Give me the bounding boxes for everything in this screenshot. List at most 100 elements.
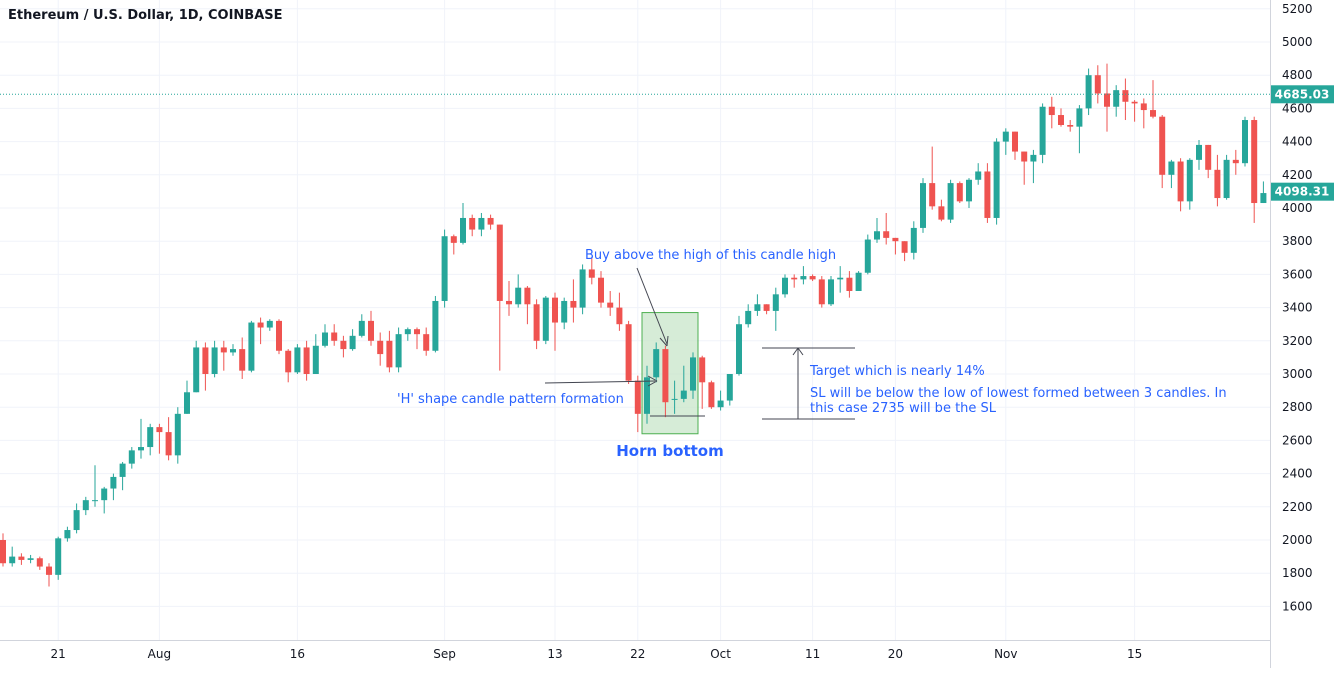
candle-body <box>588 269 595 278</box>
candle-body <box>736 324 742 374</box>
price-label-top-bg <box>1271 85 1334 104</box>
date-tick-label: 16 <box>290 647 305 661</box>
candle <box>46 563 52 587</box>
candle <box>570 279 577 323</box>
candle <box>1085 68 1092 116</box>
candle <box>846 271 853 298</box>
candle-body <box>487 217 494 225</box>
candle-body <box>644 377 650 414</box>
candle-body <box>708 382 715 408</box>
candle-body <box>1085 75 1092 109</box>
candle-body <box>294 347 301 373</box>
candle <box>800 266 807 285</box>
candle <box>184 380 190 414</box>
candle-body <box>239 349 246 371</box>
candle-body <box>1260 193 1267 204</box>
candle <box>782 274 788 298</box>
candle <box>910 221 917 260</box>
candle <box>653 342 660 383</box>
candle-body <box>1039 106 1046 155</box>
candle-body <box>276 320 282 351</box>
candle-body <box>662 349 669 403</box>
annotation-h-shape: 'H' shape candle pattern formation <box>397 392 624 407</box>
candle-body <box>1067 125 1074 127</box>
candle <box>441 229 448 308</box>
price-tick-label: 4400 <box>1282 135 1313 149</box>
candle <box>386 330 393 373</box>
candle <box>892 237 899 255</box>
candle <box>119 461 126 491</box>
candle <box>837 266 844 293</box>
candle <box>1150 80 1156 119</box>
candle <box>496 224 503 371</box>
candle <box>644 365 650 424</box>
candle-body <box>745 310 752 325</box>
candle-body <box>542 297 549 341</box>
candle-body <box>82 500 89 511</box>
candle <box>726 374 733 406</box>
candle-body <box>174 413 181 456</box>
candle-body <box>36 558 43 567</box>
candle-body <box>552 297 558 323</box>
date-tick-label: Aug <box>148 647 171 661</box>
candle-body <box>349 335 356 350</box>
candle-body <box>414 329 420 335</box>
candle <box>358 314 365 338</box>
candle-body <box>901 241 908 253</box>
candle-body <box>18 556 25 560</box>
candle <box>9 546 16 567</box>
candle-body <box>1186 159 1193 202</box>
candle <box>55 536 62 580</box>
candle-body <box>920 183 926 228</box>
candle-body <box>1030 154 1037 162</box>
price-tick-label: 4000 <box>1282 201 1313 215</box>
candle <box>1012 131 1018 160</box>
target-arrow-head <box>792 347 804 356</box>
candle <box>901 241 908 262</box>
date-tick-label: Oct <box>710 647 731 661</box>
candle <box>754 294 761 316</box>
candle-body <box>1150 110 1156 117</box>
candle <box>257 317 264 345</box>
candle <box>1048 96 1055 129</box>
date-tick-label: Nov <box>994 647 1017 661</box>
candle <box>772 287 779 331</box>
candle <box>1122 78 1129 121</box>
price-tick-label: 4600 <box>1282 101 1313 115</box>
candle <box>579 264 586 315</box>
date-tick-label: 20 <box>888 647 903 661</box>
candle-body <box>156 427 163 433</box>
candle <box>625 320 632 384</box>
candle <box>414 327 420 350</box>
candle-body <box>818 279 825 305</box>
candle <box>1076 105 1083 154</box>
candle-body <box>607 302 614 308</box>
candle <box>1168 159 1175 189</box>
candle-body <box>993 141 1000 218</box>
candle-body <box>257 322 264 328</box>
candle-body <box>119 463 126 477</box>
candle <box>156 423 163 454</box>
candle-body <box>358 320 365 336</box>
candle-body <box>110 476 117 489</box>
price-tick-label: 3600 <box>1282 267 1313 281</box>
candle <box>745 304 752 328</box>
candle-body <box>1058 115 1064 125</box>
candle-body <box>266 320 273 328</box>
candle-body <box>975 171 982 180</box>
price-tick-label: 3400 <box>1282 301 1313 315</box>
annotation-target: Target which is nearly 14% <box>809 364 985 379</box>
candle-body <box>634 380 641 414</box>
candle <box>634 375 641 433</box>
candle-body <box>966 179 972 202</box>
annotations-group: Buy above the high of this candle high 'H… <box>397 248 1227 460</box>
candle <box>1039 103 1046 164</box>
candle-body <box>1140 103 1147 111</box>
candle <box>220 340 227 371</box>
candle <box>588 257 595 285</box>
price-tick-label: 3000 <box>1282 367 1313 381</box>
candle-body <box>368 320 374 341</box>
